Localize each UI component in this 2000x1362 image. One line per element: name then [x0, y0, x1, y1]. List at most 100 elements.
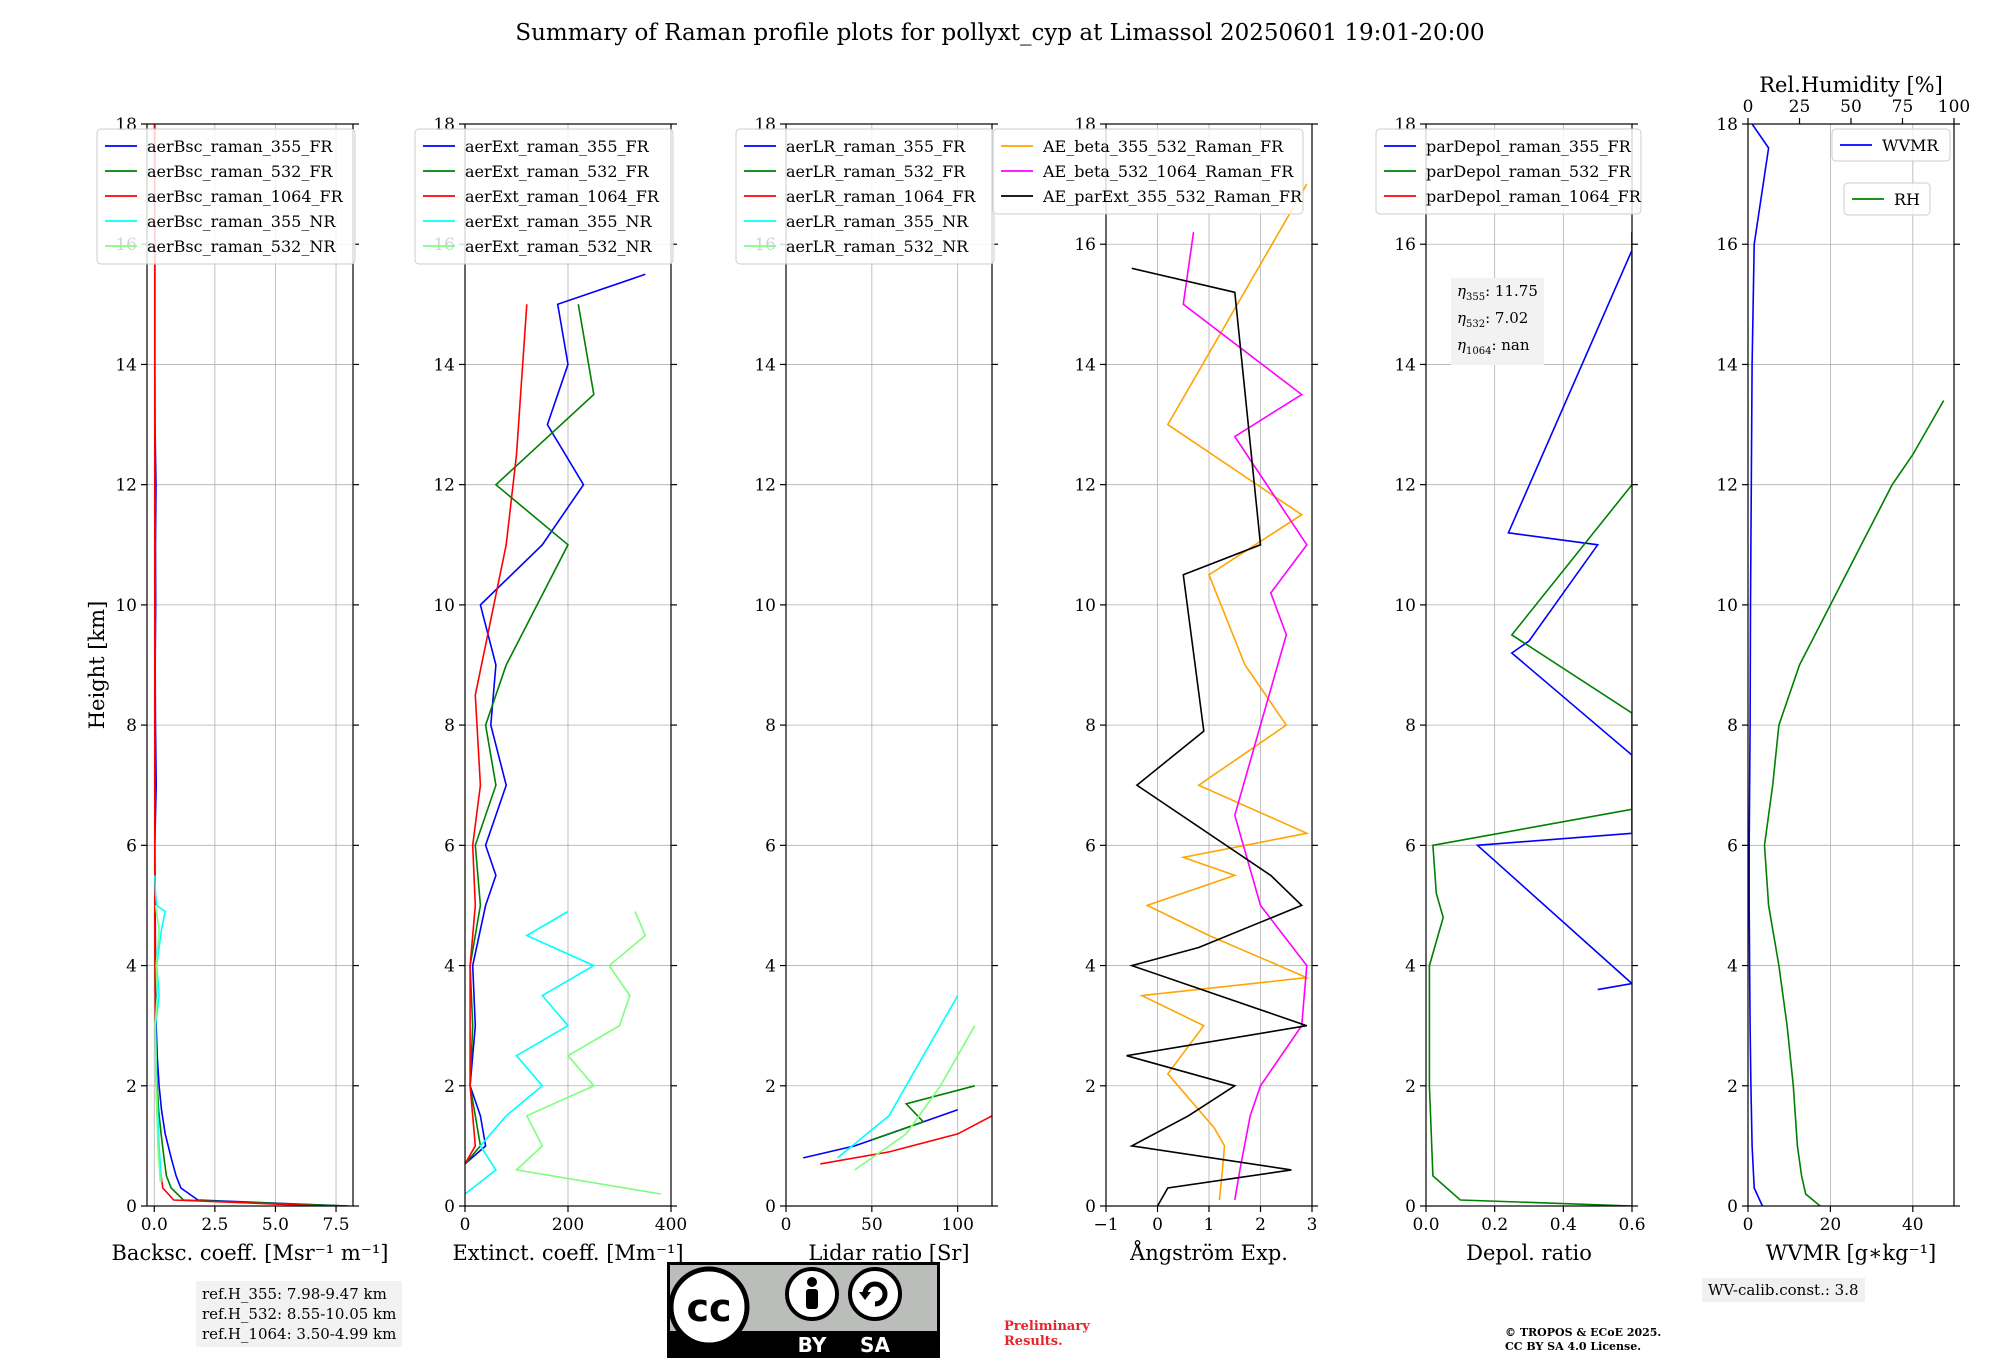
series-line-aerBsc_raman_355_FR — [153, 124, 349, 1206]
top-x-tick-label: 25 — [1789, 97, 1811, 117]
y-tick-label: 14 — [1394, 355, 1416, 375]
x-tick-label: 2.5 — [201, 1215, 228, 1235]
y-tick-label: 6 — [1727, 836, 1738, 856]
y-tick-label: 4 — [1085, 957, 1096, 977]
sa-icon — [848, 1267, 902, 1321]
legend-entry: AE_parExt_355_532_Raman_FR — [1042, 187, 1303, 206]
legend-entry: aerBsc_raman_355_FR — [147, 137, 333, 156]
x-tick-label: 2 — [1255, 1215, 1266, 1235]
y-tick-label: 0 — [1727, 1197, 1738, 1217]
legend-entry: aerBsc_raman_1064_FR — [147, 187, 344, 206]
y-tick-label: 6 — [1085, 836, 1096, 856]
legend-entry: aerExt_raman_532_NR — [465, 237, 653, 256]
x-axis-label: WVMR [g∗kg⁻¹] — [1766, 1241, 1937, 1265]
x-axis-label: Extinct. coeff. [Mm⁻¹] — [452, 1241, 683, 1265]
legend-entry: aerLR_raman_532_FR — [786, 162, 966, 181]
legend-entry: aerExt_raman_1064_FR — [465, 187, 660, 206]
x-tick-label: 40 — [1902, 1215, 1924, 1235]
top-x-tick-label: 100 — [1938, 97, 1970, 117]
x-tick-label: 0 — [781, 1215, 792, 1235]
series-line-aerExt_raman_1064_FR — [465, 304, 528, 1165]
y-tick-label: 8 — [1085, 716, 1096, 736]
top-x-tick-label: 75 — [1892, 97, 1914, 117]
legend: WVMR RH — [1831, 128, 1951, 216]
y-tick-label: 0 — [765, 1197, 776, 1217]
y-tick-label: 14 — [433, 355, 455, 375]
x-tick-label: 7.5 — [323, 1215, 350, 1235]
y-tick-label: 16 — [1716, 235, 1738, 255]
series-line-aerExt_raman_355_FR — [465, 273, 646, 1165]
legend: aerExt_raman_355_FR aerExt_raman_532_FRae… — [414, 128, 674, 265]
legend-entry: AE_beta_355_532_Raman_FR — [1042, 137, 1284, 156]
x-tick-label: 0 — [1152, 1215, 1163, 1235]
y-tick-label: 8 — [126, 716, 137, 736]
x-axis-label: Ångström Exp. — [1129, 1240, 1288, 1265]
legend: aerLR_raman_355_FR aerLR_raman_532_FR aerL… — [735, 128, 995, 265]
wv-calibration-constant: WV-calib.const.: 3.8 — [1702, 1278, 1865, 1302]
x-tick-label: 0.2 — [1481, 1215, 1508, 1235]
legend: aerBsc_raman_355_FR aerBsc_raman_532_FRae… — [96, 128, 356, 265]
y-tick-label: 6 — [765, 836, 776, 856]
y-tick-label: 18 — [1716, 115, 1738, 135]
y-tick-label: 4 — [444, 957, 455, 977]
legend-entry: AE_beta_532_1064_Raman_FR — [1042, 162, 1294, 181]
y-tick-label: 2 — [1085, 1077, 1096, 1097]
y-tick-label: 4 — [1727, 957, 1738, 977]
y-tick-label: 2 — [1405, 1077, 1416, 1097]
legend-box — [1375, 128, 1642, 215]
x-tick-label: 0.6 — [1618, 1215, 1645, 1235]
y-tick-label: 6 — [444, 836, 455, 856]
legend-entry: parDepol_raman_355_FR — [1426, 137, 1632, 156]
x-tick-label: 100 — [941, 1215, 973, 1235]
y-tick-label: 0 — [1405, 1197, 1416, 1217]
series-line-WVMR — [1748, 124, 1770, 1206]
series-line-aerBsc_raman_355_NR — [154, 875, 167, 1183]
series-group — [153, 124, 349, 1206]
series-line-parDepol_raman_355_FR — [1475, 232, 1632, 991]
y-tick-label: 0 — [126, 1197, 137, 1217]
y-tick-label: 2 — [1727, 1077, 1738, 1097]
x-tick-label: 0.0 — [141, 1215, 168, 1235]
axes-frame — [146, 123, 354, 1207]
x-tick-label: 0.0 — [1412, 1215, 1439, 1235]
legend-box — [1831, 128, 1951, 162]
legend-entry: aerLR_raman_355_FR — [786, 137, 966, 156]
y-tick-label: 10 — [115, 596, 137, 616]
x-axis-label: Backsc. coeff. [Msr⁻¹ m⁻¹] — [112, 1241, 389, 1265]
legend-entry: aerExt_raman_355_FR — [465, 137, 650, 156]
legend-box — [414, 128, 674, 265]
legend: AE_beta_355_532_Raman_FR AE_beta_532_1064… — [992, 128, 1304, 215]
y-tick-label: 12 — [1074, 476, 1096, 496]
cc-letters: cc — [686, 1286, 731, 1330]
x-tick-label: 50 — [861, 1215, 883, 1235]
y-tick-label: 12 — [754, 476, 776, 496]
y-tick-label: 14 — [1074, 355, 1096, 375]
legend-entry: aerExt_raman_355_NR — [465, 212, 653, 231]
y-tick-label: 4 — [126, 957, 137, 977]
y-tick-label: 4 — [1405, 957, 1416, 977]
series-group — [465, 273, 661, 1195]
ref-height-532: ref.H_532: 8.55-10.05 km — [202, 1305, 397, 1323]
y-tick-label: 0 — [444, 1197, 455, 1217]
top-x-axis-label: Rel.Humidity [%] — [1759, 73, 1943, 97]
sa-label: SA — [860, 1333, 890, 1357]
x-axis-label: Lidar ratio [Sr] — [808, 1241, 969, 1265]
y-tick-label: 8 — [444, 716, 455, 736]
y-tick-label: 10 — [1074, 596, 1096, 616]
y-tick-label: 14 — [1716, 355, 1738, 375]
legend-entry: aerBsc_raman_355_NR — [147, 212, 336, 231]
x-tick-label: 5.0 — [262, 1215, 289, 1235]
eta-532: η532: 7.02 — [1457, 309, 1529, 330]
y-tick-label: 16 — [1074, 235, 1096, 255]
x-tick-label: 1 — [1204, 1215, 1215, 1235]
series-line-aerBsc_raman_532_FR — [153, 124, 346, 1206]
y-tick-label: 8 — [765, 716, 776, 736]
legend-entry: aerLR_raman_1064_FR — [786, 187, 976, 206]
figure-title: Summary of Raman profile plots for polly… — [515, 20, 1485, 46]
x-tick-label: 0 — [460, 1215, 471, 1235]
y-tick-label: 10 — [754, 596, 776, 616]
legend-box — [992, 128, 1304, 215]
legend-entry: aerBsc_raman_532_NR — [147, 237, 336, 256]
